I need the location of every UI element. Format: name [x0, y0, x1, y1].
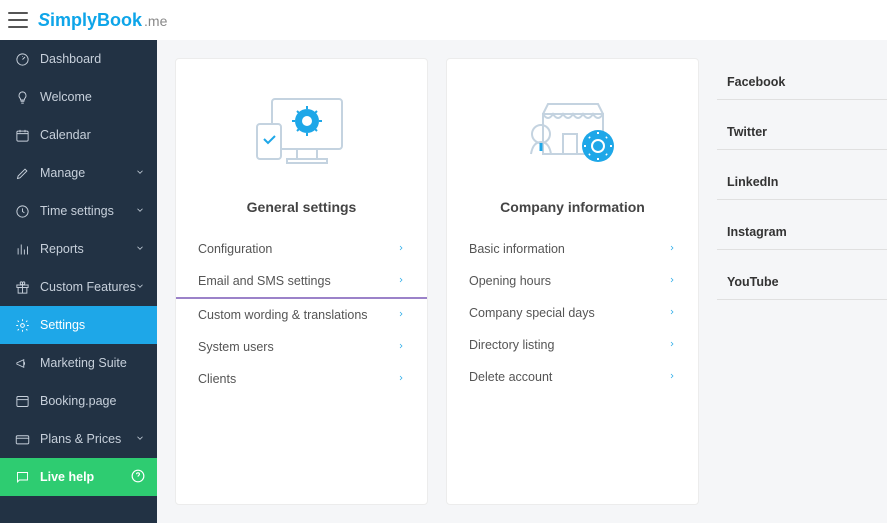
chevron-down-icon — [135, 242, 145, 256]
bars-icon — [14, 241, 30, 257]
general-settings-item[interactable]: System users — [176, 331, 427, 363]
company-info-title: Company information — [447, 199, 698, 215]
settings-link-label: Configuration — [198, 242, 272, 256]
chevron-right-icon — [668, 338, 676, 352]
rightrail-item[interactable]: LinkedIn — [717, 150, 887, 200]
general-settings-item[interactable]: Configuration — [176, 233, 427, 265]
calendar-icon — [14, 127, 30, 143]
settings-link-label: Custom wording & translations — [198, 308, 368, 322]
sidebar-item-calendar[interactable]: Calendar — [0, 116, 157, 154]
company-info-list: Basic information Opening hours Company sp… — [447, 233, 698, 393]
sidebar-item-label: Settings — [40, 318, 85, 332]
sidebar-item-label: Welcome — [40, 90, 92, 104]
chevron-down-icon — [135, 166, 145, 180]
sidebar-item-livehelp[interactable]: Live help — [0, 458, 157, 496]
general-settings-illustration — [176, 79, 427, 189]
sidebar-item-label: Reports — [40, 242, 84, 256]
settings-link-label: Basic information — [469, 242, 565, 256]
sidebar-item-manage[interactable]: Manage — [0, 154, 157, 192]
sidebar-item-label: Custom Features — [40, 280, 136, 294]
rightrail-item[interactable]: Facebook — [717, 50, 887, 100]
chevron-right-icon — [668, 306, 676, 320]
chevron-right-icon — [397, 340, 405, 354]
sidebar-item-label: Time settings — [40, 204, 114, 218]
rightrail-item[interactable]: Instagram — [717, 200, 887, 250]
bulb-icon — [14, 89, 30, 105]
sidebar-item-reports[interactable]: Reports — [0, 230, 157, 268]
sidebar-item-welcome[interactable]: Welcome — [0, 78, 157, 116]
sidebar-item-timesettings[interactable]: Time settings — [0, 192, 157, 230]
company-info-item[interactable]: Directory listing — [447, 329, 698, 361]
settings-link-label: Opening hours — [469, 274, 551, 288]
chevron-right-icon — [397, 372, 405, 386]
chat-icon — [14, 469, 30, 485]
gauge-icon — [14, 51, 30, 67]
chevron-right-icon — [668, 242, 676, 256]
window-icon — [14, 393, 30, 409]
company-info-item[interactable]: Company special days — [447, 297, 698, 329]
sidebar-item-settings[interactable]: Settings — [0, 306, 157, 344]
brand-main: implyBook — [50, 10, 142, 31]
right-rail: FacebookTwitterLinkedInInstagramYouTube — [717, 40, 887, 523]
sidebar-item-plans[interactable]: Plans & Prices — [0, 420, 157, 458]
card-icon — [14, 431, 30, 447]
chevron-right-icon — [668, 274, 676, 288]
settings-link-label: Email and SMS settings — [198, 274, 331, 288]
sidebar-item-label: Calendar — [40, 128, 91, 142]
general-settings-list: Configuration Email and SMS settings Custo… — [176, 233, 427, 395]
hamburger-menu[interactable] — [8, 12, 28, 28]
main-content: General settings Configuration Email and … — [157, 40, 717, 523]
settings-link-label: System users — [198, 340, 274, 354]
gift-icon — [14, 279, 30, 295]
sidebar-item-bookingpage[interactable]: Booking.page — [0, 382, 157, 420]
sidebar-item-label: Dashboard — [40, 52, 101, 66]
sidebar: Dashboard Welcome Calendar Manage Time setti… — [0, 40, 157, 523]
brand-suffix: .me — [144, 13, 167, 29]
company-info-illustration — [447, 79, 698, 189]
chevron-right-icon — [397, 242, 405, 256]
sidebar-item-label: Booking.page — [40, 394, 116, 408]
settings-link-label: Company special days — [469, 306, 595, 320]
chevron-right-icon — [397, 274, 405, 288]
gear-icon — [14, 317, 30, 333]
chevron-down-icon — [135, 204, 145, 218]
megaphone-icon — [14, 355, 30, 371]
sidebar-item-label: Live help — [40, 470, 94, 484]
company-info-item[interactable]: Basic information — [447, 233, 698, 265]
sidebar-item-label: Marketing Suite — [40, 356, 127, 370]
chevron-right-icon — [397, 308, 405, 322]
chevron-right-icon — [668, 370, 676, 384]
settings-link-label: Delete account — [469, 370, 552, 384]
general-settings-item[interactable]: Custom wording & translations — [176, 299, 427, 331]
general-settings-card: General settings Configuration Email and … — [175, 58, 428, 505]
sidebar-item-label: Plans & Prices — [40, 432, 121, 446]
rightrail-item[interactable]: YouTube — [717, 250, 887, 300]
settings-link-label: Directory listing — [469, 338, 554, 352]
company-info-item[interactable]: Opening hours — [447, 265, 698, 297]
sidebar-item-customfeatures[interactable]: Custom Features — [0, 268, 157, 306]
clock-icon — [14, 203, 30, 219]
general-settings-item[interactable]: Clients — [176, 363, 427, 395]
sidebar-item-dashboard[interactable]: Dashboard — [0, 40, 157, 78]
settings-link-label: Clients — [198, 372, 236, 386]
topbar: SimplyBook.me — [0, 0, 887, 40]
company-info-item[interactable]: Delete account — [447, 361, 698, 393]
chevron-down-icon — [135, 280, 145, 294]
brand-logo[interactable]: SimplyBook.me — [38, 10, 167, 31]
chevron-down-icon — [135, 432, 145, 446]
company-info-card: Company information Basic information Ope… — [446, 58, 699, 505]
general-settings-item[interactable]: Email and SMS settings — [176, 265, 427, 299]
sidebar-item-label: Manage — [40, 166, 85, 180]
help-icon — [131, 469, 145, 486]
sidebar-item-marketing[interactable]: Marketing Suite — [0, 344, 157, 382]
pencil-icon — [14, 165, 30, 181]
rightrail-item[interactable]: Twitter — [717, 100, 887, 150]
general-settings-title: General settings — [176, 199, 427, 215]
